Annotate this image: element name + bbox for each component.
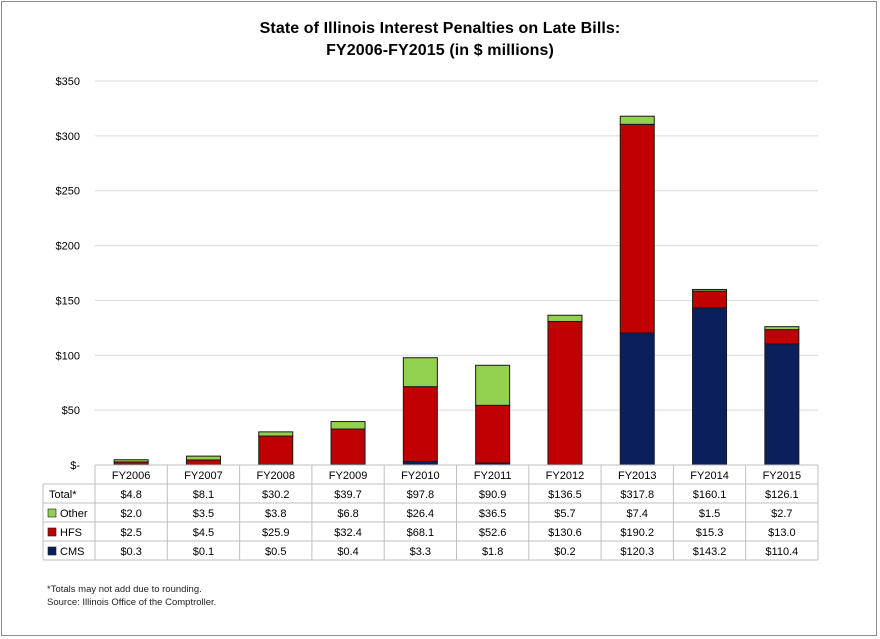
data-label-cms: $0.2: [554, 546, 575, 558]
data-label-hfs: $4.5: [193, 527, 214, 539]
footnote-rounding: *Totals may not add due to rounding.: [47, 584, 202, 595]
data-label-cms: $0.4: [337, 546, 358, 558]
table-total-value: $8.1: [193, 489, 214, 501]
data-label-other: $36.5: [479, 508, 507, 520]
table-total-value: $317.8: [620, 489, 654, 501]
legend-label-hfs: HFS: [60, 527, 82, 539]
table-total-value: $136.5: [548, 489, 582, 501]
data-label-cms: $3.3: [410, 546, 431, 558]
data-label-hfs: $68.1: [407, 527, 435, 539]
data-label-hfs: $52.6: [479, 527, 507, 539]
bar-hfs: [258, 435, 294, 465]
y-tick-label: $350: [56, 76, 80, 88]
data-label-cms: $1.8: [482, 546, 503, 558]
data-label-other: $7.4: [627, 508, 648, 520]
bar-other: [475, 364, 511, 406]
table-total-value: $39.7: [334, 489, 362, 501]
x-tick-label: FY2008: [256, 470, 295, 482]
legend-swatch-hfs: [47, 527, 57, 537]
y-tick-label: $200: [56, 241, 80, 253]
table-total-value: $97.8: [407, 489, 435, 501]
bar-other: [185, 455, 221, 461]
data-label-other: $3.8: [265, 508, 286, 520]
bar-other: [764, 326, 800, 331]
table-total-value: $4.8: [120, 489, 141, 501]
bar-hfs: [619, 123, 655, 334]
bar-hfs: [185, 459, 221, 466]
bar-hfs: [330, 428, 366, 466]
x-tick-label: FY2011: [474, 470, 512, 482]
bar-hfs: [692, 290, 728, 309]
bar-other: [113, 459, 149, 463]
data-label-other: $1.5: [699, 508, 720, 520]
bar-hfs: [764, 329, 800, 345]
data-label-hfs: $13.0: [768, 527, 796, 539]
bar-other: [619, 115, 655, 125]
data-label-cms: $0.1: [193, 546, 214, 558]
footnotes: *Totals may not add due to rounding. Sou…: [47, 583, 216, 609]
bar-cms: [692, 307, 728, 466]
data-label-cms: $0.5: [265, 546, 286, 558]
x-tick-label: FY2014: [690, 470, 729, 482]
data-label-hfs: $32.4: [334, 527, 362, 539]
data-label-hfs: $25.9: [262, 527, 290, 539]
data-label-hfs: $15.3: [696, 527, 724, 539]
data-label-other: $26.4: [407, 508, 435, 520]
bar-cms: [764, 343, 800, 466]
legend-swatch-cms: [47, 546, 57, 556]
x-tick-label: FY2007: [184, 470, 223, 482]
table-total-value: $126.1: [765, 489, 799, 501]
y-tick-label: $-: [70, 460, 80, 472]
table-total-value: $160.1: [693, 489, 727, 501]
bar-hfs: [475, 404, 511, 464]
data-label-cms: $0.3: [120, 546, 141, 558]
chart-title: State of Illinois Interest Penalties on …: [0, 18, 880, 62]
legend-swatch-other: [47, 508, 57, 518]
bar-other: [402, 357, 438, 388]
bar-other: [258, 431, 294, 437]
bar-hfs: [547, 320, 583, 466]
table-total-label: Total*: [49, 489, 77, 501]
x-tick-label: FY2013: [618, 470, 657, 482]
y-tick-label: $150: [56, 295, 80, 307]
data-label-hfs: $130.6: [548, 527, 582, 539]
table-total-value: $90.9: [479, 489, 507, 501]
x-tick-label: FY2009: [329, 470, 368, 482]
x-tick-label: FY2012: [546, 470, 585, 482]
y-tick-label: $300: [56, 131, 80, 143]
legend-label-other: Other: [60, 508, 88, 520]
bar-cms: [402, 460, 438, 466]
data-label-hfs: $190.2: [620, 527, 654, 539]
data-label-other: $3.5: [193, 508, 214, 520]
data-label-other: $5.7: [554, 508, 575, 520]
data-label-cms: $110.4: [765, 546, 798, 558]
y-tick-label: $50: [62, 405, 80, 417]
data-label-other: $2.0: [120, 508, 141, 520]
data-label-other: $2.7: [771, 508, 792, 520]
footnote-source: Source: Illinois Office of the Comptroll…: [47, 597, 217, 608]
table-total-value: $30.2: [262, 489, 290, 501]
data-label-cms: $143.2: [693, 546, 727, 558]
data-label-cms: $120.3: [620, 546, 654, 558]
x-tick-label: FY2010: [401, 470, 440, 482]
x-tick-label: FY2015: [763, 470, 802, 482]
bar-other: [547, 314, 583, 322]
bar-cms: [619, 332, 655, 466]
data-label-other: $6.8: [337, 508, 358, 520]
y-tick-label: $250: [56, 186, 80, 198]
data-label-hfs: $2.5: [120, 527, 141, 539]
chart-title-line-2: FY2006-FY2015 (in $ millions): [326, 42, 554, 59]
legend-label-cms: CMS: [60, 546, 84, 558]
chart-title-line-1: State of Illinois Interest Penalties on …: [259, 20, 621, 37]
bar-other: [330, 421, 366, 430]
x-tick-label: FY2006: [112, 470, 151, 482]
y-tick-label: $100: [56, 350, 80, 362]
bar-other: [692, 288, 728, 292]
bar-hfs: [402, 386, 438, 462]
